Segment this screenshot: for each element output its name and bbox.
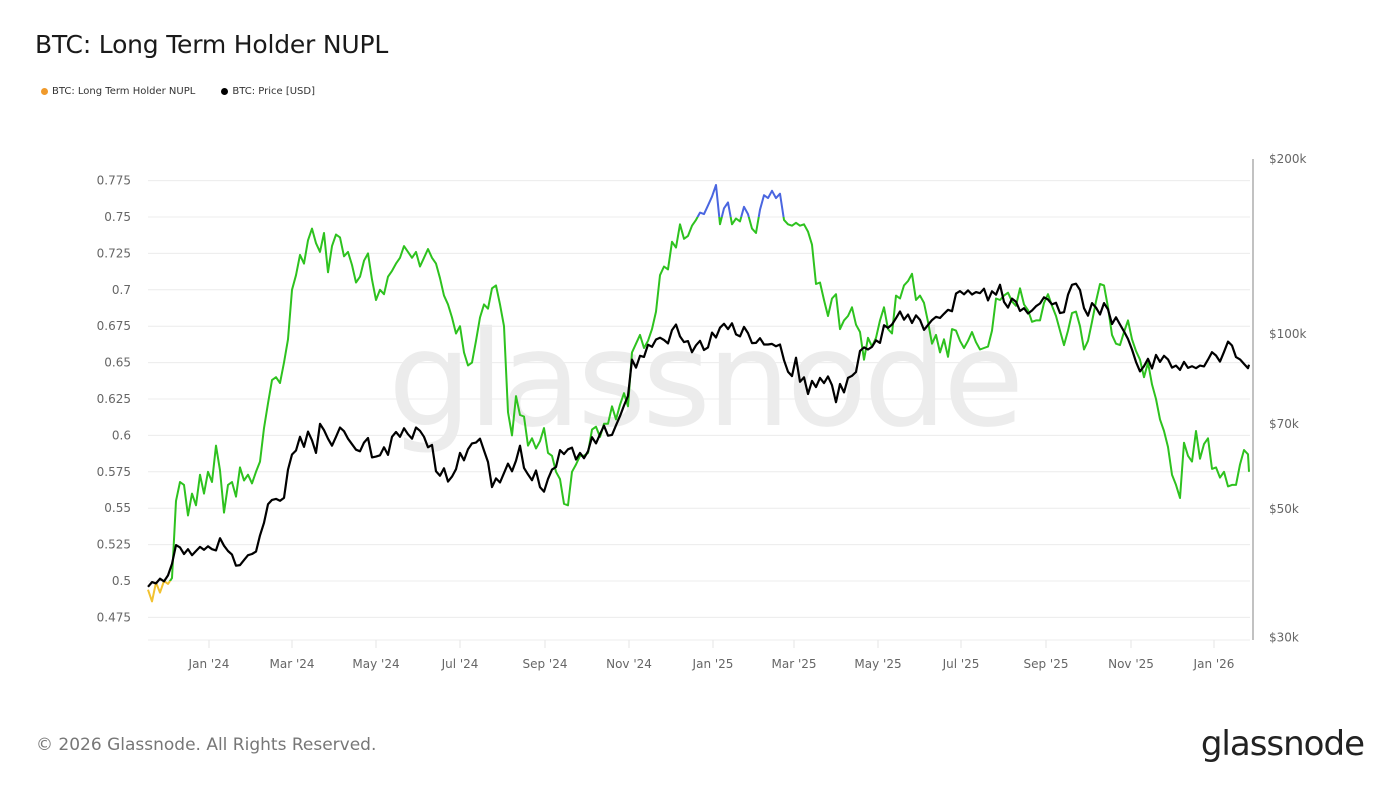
x-tick-label: Nov '24 [606, 657, 652, 671]
x-axis: Jan '24 Mar '24 May '24 Jul '24 Sep '24 Nov '… [188, 640, 1235, 671]
y-axis-right: $30k $50k $70k $100k $200k [1252, 152, 1307, 645]
y-left-tick-label: 0.625 [97, 392, 131, 406]
legend-label-nupl: BTC: Long Term Holder NUPL [52, 86, 196, 97]
x-tick-label: Jan '26 [1193, 657, 1235, 671]
x-tick-label: Jan '25 [692, 657, 734, 671]
y-left-tick-label: 0.725 [97, 246, 131, 260]
x-tick-label: May '25 [854, 657, 901, 671]
legend-label-price: BTC: Price [USD] [232, 86, 315, 97]
x-tick-label: Sep '24 [523, 657, 568, 671]
y-right-tick-label: $30k [1269, 631, 1299, 645]
glassnode-logo[interactable]: glassnode [1200, 724, 1365, 764]
legend-dot-nupl-icon [41, 88, 48, 95]
svg-text:glassnode: glassnode [388, 303, 1020, 457]
y-left-tick-label: 0.65 [104, 356, 131, 370]
x-tick-label: Jul '25 [942, 657, 980, 671]
y-left-tick-label: 0.55 [104, 501, 131, 515]
y-right-tick-label: $200k [1269, 152, 1307, 166]
y-right-tick-label: $50k [1269, 502, 1299, 516]
x-tick-label: Jan '24 [188, 657, 230, 671]
chart-title: BTC: Long Term Holder NUPL [35, 30, 389, 59]
x-tick-label: Nov '25 [1108, 657, 1154, 671]
series-nupl-line [147, 184, 1250, 603]
y-right-tick-label: $70k [1269, 417, 1299, 431]
y-left-tick-label: 0.5 [112, 574, 131, 588]
x-tick-label: Mar '25 [771, 657, 816, 671]
y-left-tick-label: 0.6 [112, 428, 131, 442]
footer-copyright: © 2026 Glassnode. All Rights Reserved. [36, 735, 377, 755]
series-price-line [147, 282, 1251, 588]
y-left-tick-label: 0.675 [97, 319, 131, 333]
legend-item-nupl[interactable]: BTC: Long Term Holder NUPL [41, 86, 195, 97]
legend: BTC: Long Term Holder NUPL BTC: Price [U… [41, 86, 315, 97]
x-tick-label: Sep '25 [1024, 657, 1069, 671]
y-left-tick-label: 0.525 [97, 538, 131, 552]
y-left-tick-label: 0.7 [112, 283, 131, 297]
legend-dot-price-icon [221, 88, 229, 95]
watermark: glassnode [388, 303, 1024, 457]
y-right-tick-label: $100k [1269, 327, 1307, 341]
y-left-tick-label: 0.775 [97, 174, 131, 188]
y-axis-left: 0.475 0.5 0.525 0.55 0.575 0.6 0.625 0.65 0.675 0… [97, 174, 131, 625]
x-tick-label: May '24 [352, 657, 399, 671]
x-tick-label: Mar '24 [269, 657, 314, 671]
legend-item-price[interactable]: BTC: Price [USD] [221, 86, 315, 97]
x-tick-label: Jul '24 [441, 657, 479, 671]
y-left-tick-label: 0.475 [97, 610, 131, 624]
y-left-tick-label: 0.75 [104, 210, 131, 224]
y-left-tick-label: 0.575 [97, 465, 131, 479]
